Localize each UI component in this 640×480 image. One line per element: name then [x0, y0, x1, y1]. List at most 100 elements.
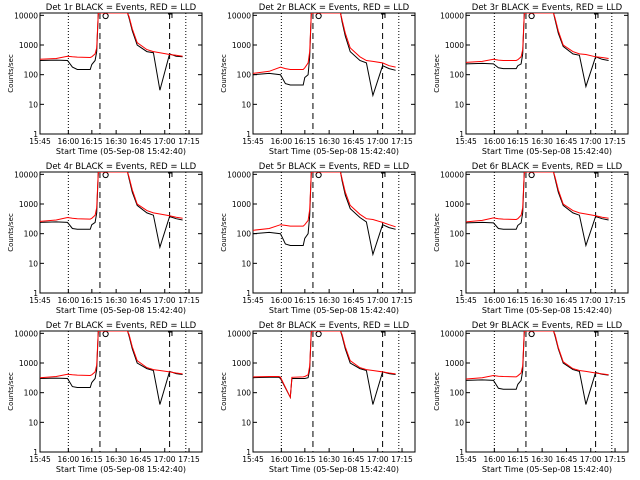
- y-tick-label: 1000: [19, 200, 38, 209]
- series-lld: [466, 13, 609, 63]
- top-circle-marker: [528, 12, 535, 20]
- y-tick-label: 1: [459, 130, 464, 139]
- series-lld: [40, 172, 183, 222]
- x-tick-label: 16:15: [81, 137, 103, 146]
- x-axis-label: Start Time (05-Sep-08 15:42:40): [482, 465, 612, 474]
- y-tick-label: 1000: [232, 359, 251, 368]
- x-tick-label: 17:15: [391, 296, 413, 305]
- x-tick-label: 16:45: [556, 296, 578, 305]
- y-tick-label: 1: [246, 289, 251, 298]
- top-circle-marker: [102, 171, 109, 179]
- series-lld: [253, 13, 396, 74]
- x-tick-label: 15:45: [242, 455, 264, 464]
- plot-frame: [465, 171, 629, 294]
- x-tick-label: 17:15: [604, 296, 626, 305]
- chart-title: Det 7r BLACK = Events, RED = LLD: [46, 321, 197, 331]
- y-tick-label: 1: [246, 130, 251, 139]
- x-tick-label: 16:00: [271, 137, 293, 146]
- chart-det-2: Det 2r BLACK = Events, RED = LLD 1 10 100 10…: [220, 3, 416, 156]
- x-axis-label: Start Time (05-Sep-08 15:42:40): [269, 147, 399, 156]
- chart-title: Det 3r BLACK = Events, RED = LLD: [472, 3, 623, 13]
- x-tick-label: 17:15: [178, 455, 200, 464]
- x-tick-label: 16:45: [343, 137, 365, 146]
- y-tick-label: 10000: [227, 170, 251, 179]
- x-tick-label: 16:45: [556, 455, 578, 464]
- x-tick-label: 16:00: [484, 137, 506, 146]
- x-tick-label: 16:30: [531, 455, 553, 464]
- y-tick-label: 10000: [14, 11, 38, 20]
- chart-title: Det 1r BLACK = Events, RED = LLD: [46, 3, 197, 13]
- x-tick-label: 17:00: [367, 137, 389, 146]
- x-tick-label: 17:15: [178, 296, 200, 305]
- x-axis-label: Start Time (05-Sep-08 15:42:40): [482, 147, 612, 156]
- chart-det-7: Det 7r BLACK = Events, RED = LLD 1 10 100 10…: [7, 321, 203, 474]
- top-bracket-marker: [167, 13, 173, 18]
- top-circle-marker: [102, 330, 109, 338]
- y-tick-label: 1000: [445, 359, 464, 368]
- y-tick-label: 100: [450, 389, 465, 398]
- x-axis-label: Start Time (05-Sep-08 15:42:40): [56, 306, 186, 315]
- x-tick-label: 15:45: [242, 296, 264, 305]
- y-tick-label: 1: [459, 448, 464, 457]
- y-tick-label: 100: [24, 389, 39, 398]
- x-tick-label: 16:30: [105, 137, 127, 146]
- x-tick-label: 16:15: [294, 455, 316, 464]
- top-circle-marker: [102, 12, 109, 20]
- x-tick-label: 16:00: [271, 455, 293, 464]
- x-tick-label: 16:30: [105, 455, 127, 464]
- y-axis-label: Counts/sec: [433, 372, 441, 411]
- x-tick-label: 17:15: [391, 137, 413, 146]
- series-lld: [253, 172, 396, 231]
- series-events: [253, 172, 396, 257]
- x-axis-label: Start Time (05-Sep-08 15:42:40): [56, 465, 186, 474]
- y-axis-label: Counts/sec: [433, 54, 441, 93]
- y-tick-label: 100: [450, 230, 465, 239]
- series-events: [466, 331, 609, 405]
- y-tick-label: 10000: [440, 170, 464, 179]
- x-tick-label: 17:15: [604, 455, 626, 464]
- y-tick-label: 1000: [445, 41, 464, 50]
- top-circle-marker: [528, 330, 535, 338]
- chart-det-6: Det 6r BLACK = Events, RED = LLD 1 10 100 10…: [433, 162, 629, 315]
- x-tick-label: 16:00: [484, 455, 506, 464]
- series-events: [253, 331, 396, 405]
- y-tick-label: 10: [241, 259, 251, 268]
- x-tick-label: 16:00: [58, 137, 80, 146]
- x-tick-label: 16:15: [81, 455, 103, 464]
- x-tick-label: 15:45: [29, 296, 51, 305]
- x-axis-label: Start Time (05-Sep-08 15:42:40): [482, 306, 612, 315]
- x-tick-label: 17:00: [580, 137, 602, 146]
- series-events: [466, 172, 609, 248]
- series-lld: [466, 172, 609, 223]
- x-tick-label: 16:15: [81, 296, 103, 305]
- chart-det-4: Det 4r BLACK = Events, RED = LLD 1 10 100 10…: [7, 162, 203, 315]
- x-tick-label: 16:00: [271, 296, 293, 305]
- x-tick-label: 16:45: [130, 455, 152, 464]
- chart-det-9: Det 9r BLACK = Events, RED = LLD 1 10 100 10…: [433, 321, 629, 474]
- x-tick-label: 16:30: [531, 296, 553, 305]
- x-tick-label: 16:00: [484, 296, 506, 305]
- x-tick-label: 17:00: [154, 455, 176, 464]
- y-tick-label: 100: [237, 71, 252, 80]
- y-tick-label: 1: [459, 289, 464, 298]
- x-axis-label: Start Time (05-Sep-08 15:42:40): [56, 147, 186, 156]
- plot-frame: [465, 12, 629, 135]
- x-tick-label: 17:00: [367, 455, 389, 464]
- plot-frame: [252, 12, 416, 135]
- x-tick-label: 16:00: [58, 296, 80, 305]
- x-tick-label: 15:45: [455, 296, 477, 305]
- series-events: [40, 13, 183, 91]
- y-tick-label: 10000: [14, 329, 38, 338]
- x-axis-label: Start Time (05-Sep-08 15:42:40): [269, 465, 399, 474]
- x-tick-label: 15:45: [29, 455, 51, 464]
- y-axis-label: Counts/sec: [7, 372, 15, 411]
- chart-det-5: Det 5r BLACK = Events, RED = LLD 1 10 100 10…: [220, 162, 416, 315]
- series-events: [253, 13, 396, 98]
- chart-title: Det 2r BLACK = Events, RED = LLD: [259, 3, 410, 13]
- x-tick-label: 16:45: [130, 137, 152, 146]
- y-axis-label: Counts/sec: [220, 372, 228, 411]
- x-tick-label: 15:45: [455, 137, 477, 146]
- y-tick-label: 1000: [445, 200, 464, 209]
- x-tick-label: 17:00: [154, 296, 176, 305]
- y-tick-label: 100: [237, 389, 252, 398]
